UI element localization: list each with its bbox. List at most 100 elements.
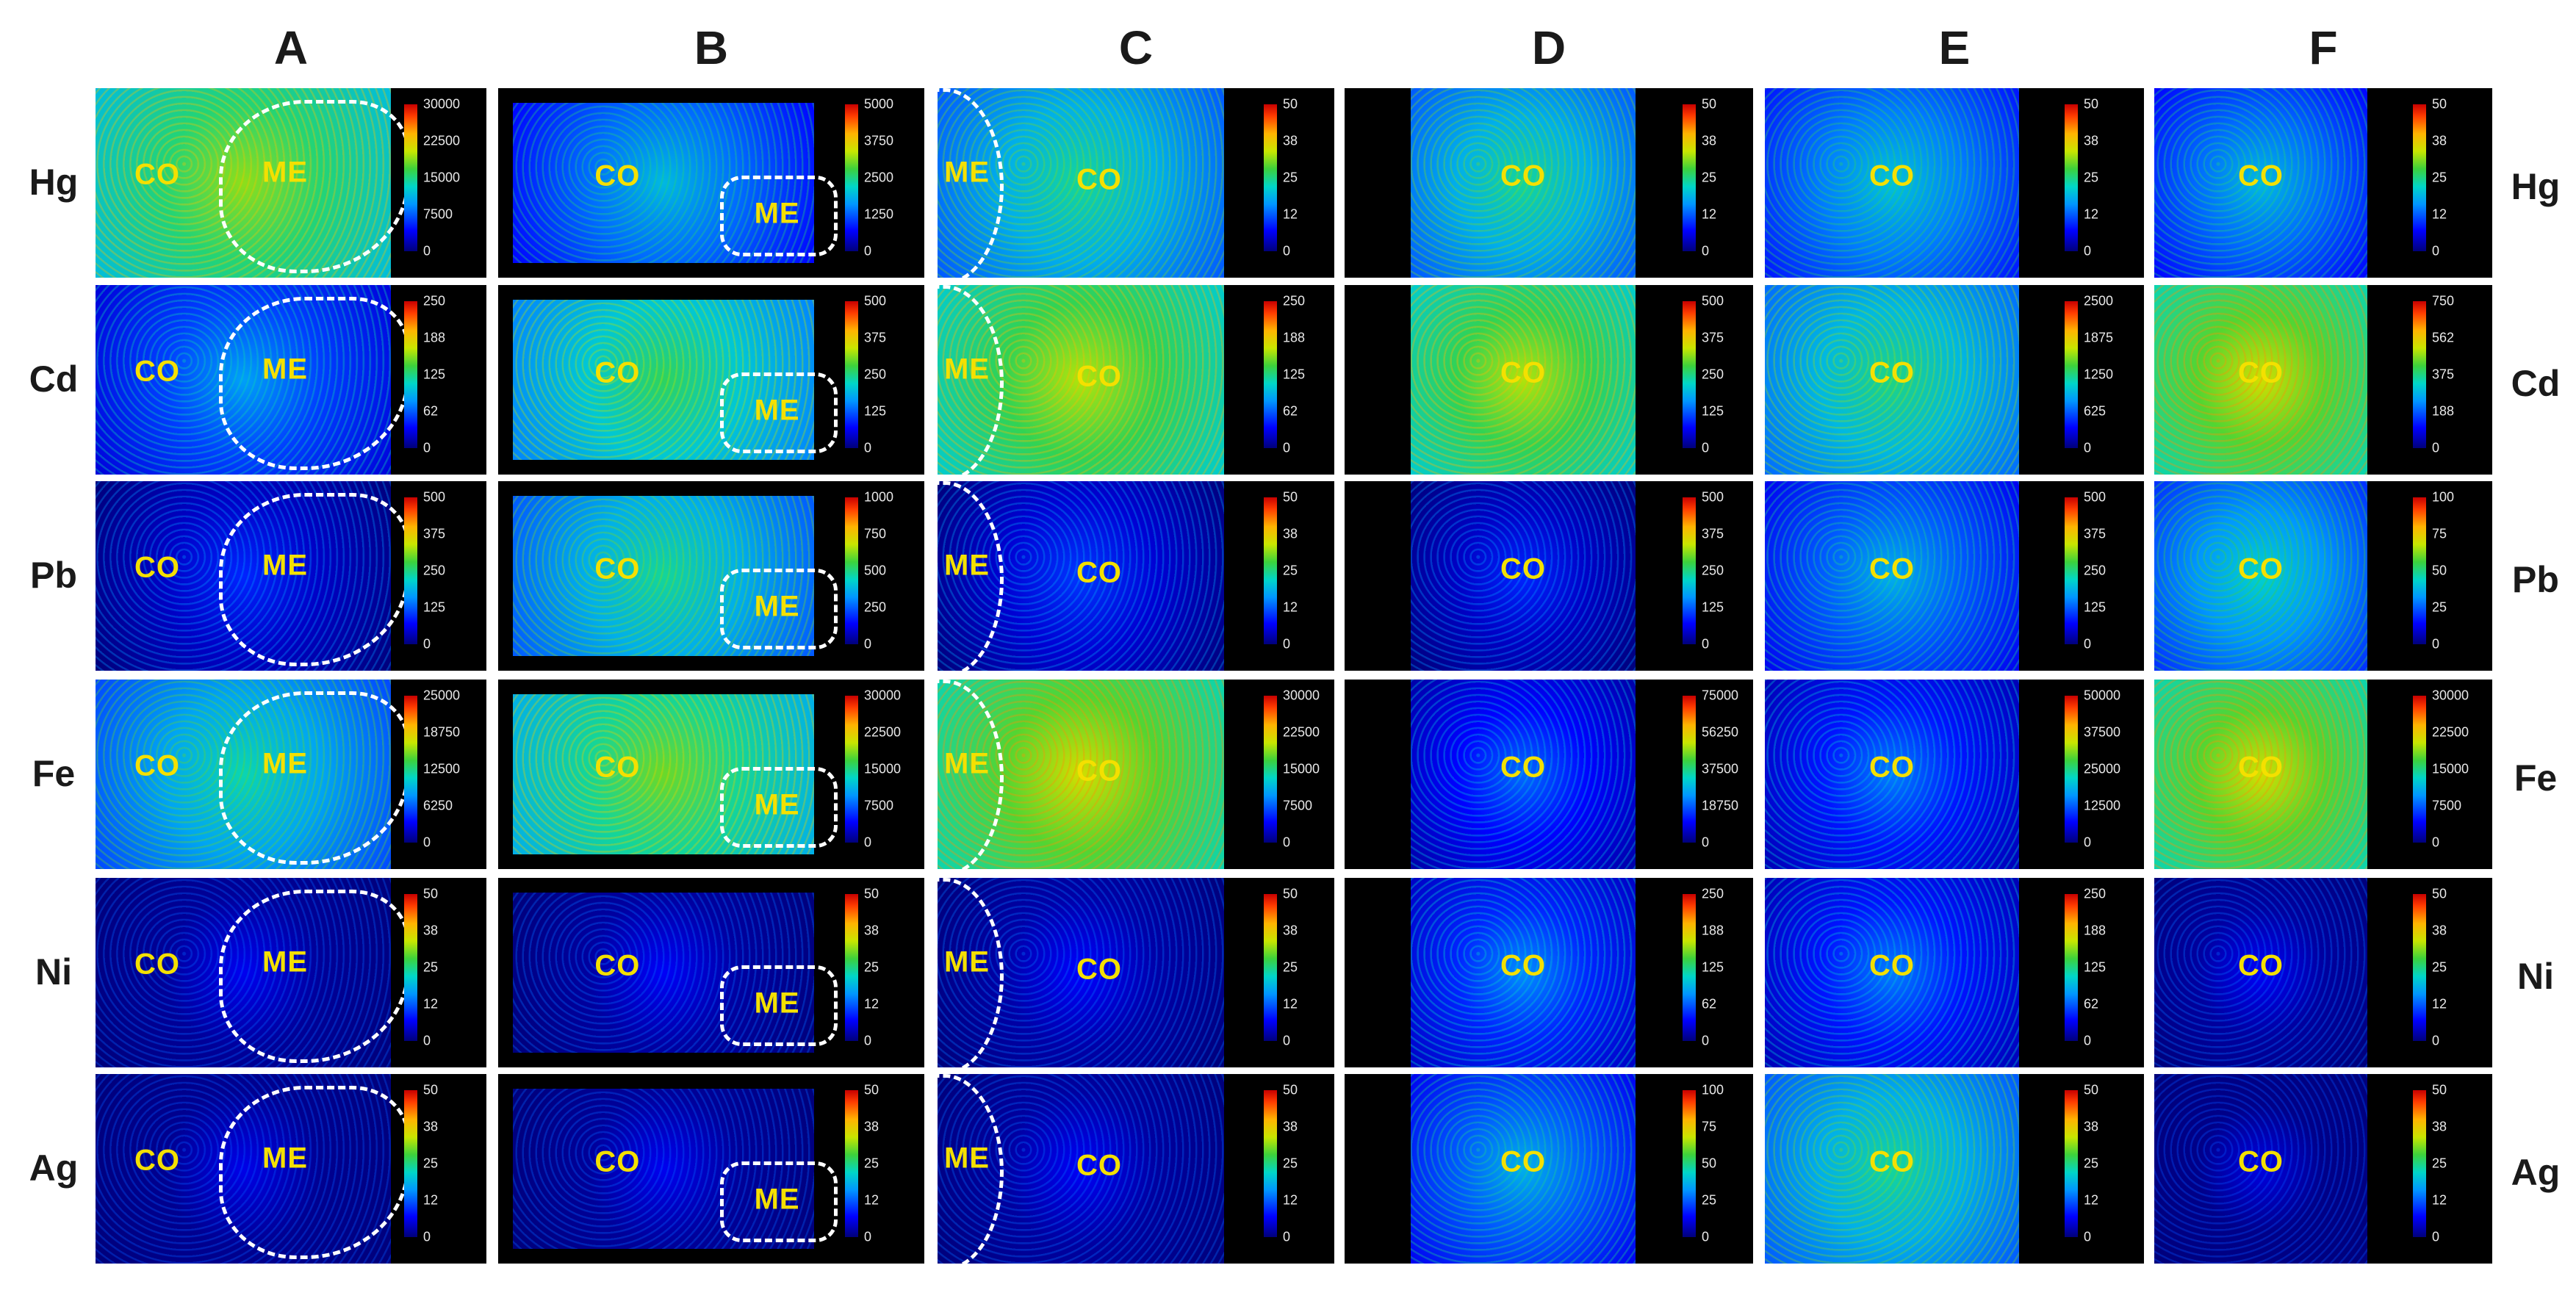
region-label-me: ME xyxy=(944,549,990,582)
colorbar-tick-label: 38 xyxy=(864,1119,879,1134)
colorbar xyxy=(404,696,417,843)
colorbar-tick-label: 12500 xyxy=(2084,798,2121,813)
colorbar xyxy=(1264,894,1277,1041)
colorbar xyxy=(1264,1090,1277,1237)
region-label-me: ME xyxy=(262,549,308,582)
speckle-texture xyxy=(513,1089,814,1249)
region-label-co: CO xyxy=(1076,1149,1122,1182)
region-label-co: CO xyxy=(594,751,641,784)
row-label-right-fe: Fe xyxy=(2514,757,2558,799)
colorbar-tick-label: 188 xyxy=(2084,923,2107,938)
tissue-section xyxy=(513,496,814,656)
map-f-cd: CO 750 562 375 188 0 xyxy=(2154,285,2492,475)
colorbar xyxy=(1683,1090,1696,1237)
region-label-me: ME xyxy=(944,353,990,386)
colorbar-tick-label: 25 xyxy=(864,1156,879,1171)
row-label-left-ag: Ag xyxy=(29,1147,79,1189)
colorbar-tick-label: 38 xyxy=(423,923,439,938)
region-label-co: CO xyxy=(2238,552,2284,585)
colorbar-tick-label: 15000 xyxy=(864,761,902,776)
colorbar-tick-label: 25 xyxy=(1283,1156,1298,1171)
column-label-f: F xyxy=(2309,21,2338,74)
colorbar-tick-label: 38 xyxy=(2432,133,2447,148)
map-c-hg: ME CO 50 38 25 12 0 xyxy=(938,88,1334,278)
me-region-outline xyxy=(719,766,838,848)
speckle-texture xyxy=(1765,481,2019,671)
speckle-texture xyxy=(1411,285,1636,475)
colorbar xyxy=(404,1090,417,1237)
tissue-section xyxy=(2154,878,2367,1067)
colorbar xyxy=(845,1090,858,1237)
colorbar-tick-label: 6250 xyxy=(423,798,453,813)
tissue-section xyxy=(513,103,814,263)
map-a-fe: ME CO 25000 18750 12500 6250 0 xyxy=(96,680,486,869)
colorbar-tick-label: 75 xyxy=(1702,1119,1717,1134)
colorbar-tick-label: 250 xyxy=(2084,886,2107,901)
region-label-me: ME xyxy=(754,590,800,623)
colorbar-tick-label: 18750 xyxy=(1702,798,1739,813)
region-label-me: ME xyxy=(754,987,800,1020)
colorbar-tick-label: 25000 xyxy=(2084,761,2121,776)
colorbar-tick-label: 62 xyxy=(1702,996,1717,1012)
speckle-texture xyxy=(1765,88,2019,278)
column-label-b: B xyxy=(694,21,729,74)
colorbar xyxy=(404,894,417,1041)
colorbar-tick-label: 50 xyxy=(423,1082,439,1098)
colorbar-tick-label: 125 xyxy=(1283,367,1306,382)
speckle-texture xyxy=(2154,680,2367,869)
tissue-section xyxy=(1411,878,1636,1067)
colorbar-tick-label: 250 xyxy=(423,563,446,578)
colorbar-tick-label: 0 xyxy=(423,835,431,850)
colorbar-tick-label: 500 xyxy=(423,489,446,505)
colorbar-tick-label: 5000 xyxy=(864,96,894,112)
map-b-cd: ME CO 500 375 250 125 0 xyxy=(498,285,924,475)
colorbar-tick-label: 25 xyxy=(864,959,879,975)
colorbar-tick-label: 1250 xyxy=(864,206,894,222)
colorbar-tick-label: 188 xyxy=(1283,330,1306,345)
row-label-right-pb: Pb xyxy=(2512,559,2559,600)
region-label-co: CO xyxy=(1076,163,1122,196)
row-label-right-hg: Hg xyxy=(2511,166,2561,207)
region-label-co: CO xyxy=(1869,751,1915,784)
colorbar-tick-label: 15000 xyxy=(423,170,461,185)
colorbar-tick-label: 50000 xyxy=(2084,688,2121,703)
map-f-pb: CO 100 75 50 25 0 xyxy=(2154,481,2492,671)
region-label-co: CO xyxy=(1500,1145,1546,1178)
colorbar-tick-label: 75000 xyxy=(1702,688,1739,703)
speckle-texture xyxy=(2154,285,2367,475)
region-label-me: ME xyxy=(944,747,990,780)
row-label-left-fe: Fe xyxy=(32,753,76,794)
me-region-outline xyxy=(719,965,838,1046)
map-a-cd: ME CO 250 188 125 62 0 xyxy=(96,285,486,475)
colorbar-tick-label: 25 xyxy=(423,959,439,975)
colorbar-tick-label: 0 xyxy=(2084,835,2092,850)
colorbar-tick-label: 0 xyxy=(1702,835,1710,850)
map-c-fe: ME CO 30000 22500 15000 7500 0 xyxy=(938,680,1334,869)
colorbar-tick-label: 62 xyxy=(2084,996,2099,1012)
colorbar-tick-label: 375 xyxy=(864,330,887,345)
colorbar-tick-label: 0 xyxy=(864,440,872,455)
colorbar-tick-label: 30000 xyxy=(2432,688,2469,703)
colorbar-tick-label: 12 xyxy=(1702,206,1717,222)
colorbar-tick-label: 38 xyxy=(1283,923,1298,938)
map-d-fe: CO 75000 56250 37500 18750 0 xyxy=(1345,680,1753,869)
colorbar-tick-label: 12 xyxy=(2084,206,2099,222)
map-f-fe: CO 30000 22500 15000 7500 0 xyxy=(2154,680,2492,869)
colorbar xyxy=(845,104,858,251)
colorbar-tick-label: 12 xyxy=(2432,1192,2447,1208)
colorbar-tick-label: 12 xyxy=(1283,206,1298,222)
colorbar-tick-label: 25 xyxy=(2432,599,2447,615)
region-label-co: CO xyxy=(594,356,641,389)
colorbar-tick-label: 7500 xyxy=(1283,798,1313,813)
region-label-co: CO xyxy=(1869,1145,1915,1178)
colorbar xyxy=(1264,104,1277,251)
me-region-outline xyxy=(719,175,838,256)
colorbar-tick-label: 50 xyxy=(1283,1082,1298,1098)
colorbar-tick-label: 38 xyxy=(1283,1119,1298,1134)
map-e-ni: CO 250 188 125 62 0 xyxy=(1765,878,2144,1067)
map-a-ag: ME CO 50 38 25 12 0 xyxy=(96,1074,486,1264)
colorbar-tick-label: 375 xyxy=(2432,367,2455,382)
colorbar xyxy=(2065,301,2078,448)
colorbar-tick-label: 75 xyxy=(2432,526,2447,541)
colorbar-tick-label: 50 xyxy=(2432,563,2447,578)
